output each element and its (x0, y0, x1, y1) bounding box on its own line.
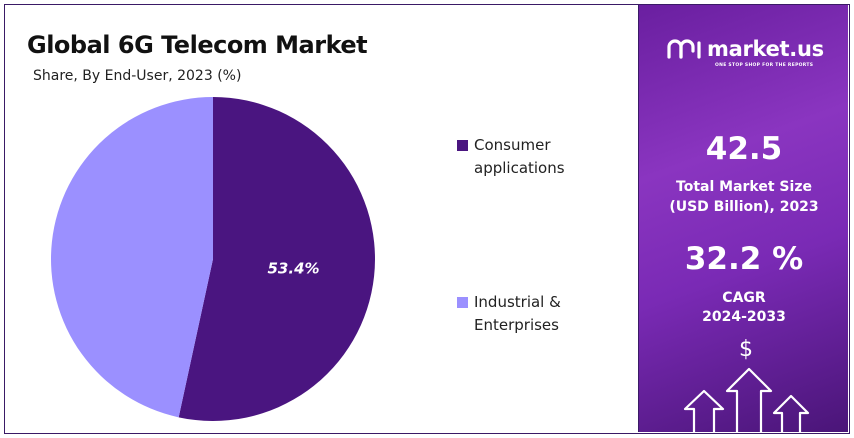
brand-logo: market.us (665, 37, 824, 61)
legend-label-consumer: Consumer applications (474, 134, 604, 180)
market-size-label-line1: Total Market Size (676, 179, 812, 195)
market-size-value: 42.5 (705, 131, 783, 167)
chart-subtitle: Share, By End-User, 2023 (%) (33, 68, 242, 84)
legend-item-consumer: Consumer applications (457, 134, 604, 180)
legend-label-industrial-line2: Enterprises (474, 316, 559, 334)
cagr-value: 32.2 % (684, 241, 804, 277)
chart-title: Global 6G Telecom Market (27, 31, 368, 59)
infographic-frame: Global 6G Telecom Market Share, By End-U… (4, 4, 850, 434)
legend-label-industrial-line1: Industrial & (474, 293, 561, 311)
market-size-label-line2: (USD Billion), 2023 (669, 199, 819, 215)
pie-chart: 53.4% (50, 97, 375, 421)
cagr-label-line1: CAGR (722, 290, 766, 306)
legend-swatch-consumer (457, 140, 468, 151)
pie-slice-industrial-enterprises (50, 97, 213, 418)
legend-label-consumer-line2: applications (474, 159, 565, 177)
upward-arrows-icon (683, 367, 810, 432)
legend-item-industrial: Industrial & Enterprises (457, 291, 604, 337)
cagr-label-line2: 2024-2033 (702, 309, 786, 325)
market-size-label: Total Market Size (USD Billion), 2023 (639, 177, 848, 217)
cagr-label: CAGR 2024-2033 (639, 289, 848, 327)
dollar-icon: $ (739, 337, 753, 362)
brand-tagline: ONE STOP SHOP FOR THE REPORTS (715, 63, 814, 68)
legend-swatch-industrial (457, 297, 468, 308)
logo-icon (667, 39, 701, 59)
legend-label-consumer-line1: Consumer (474, 136, 551, 154)
chart-panel: Global 6G Telecom Market Share, By End-U… (5, 5, 638, 432)
brand-name: market.us (707, 37, 824, 61)
stats-panel: market.us ONE STOP SHOP FOR THE REPORTS … (638, 5, 848, 432)
pie-data-label-0: 53.4% (268, 260, 320, 278)
pie-slice-consumer-applications (178, 97, 375, 421)
legend-label-industrial: Industrial & Enterprises (474, 291, 604, 337)
